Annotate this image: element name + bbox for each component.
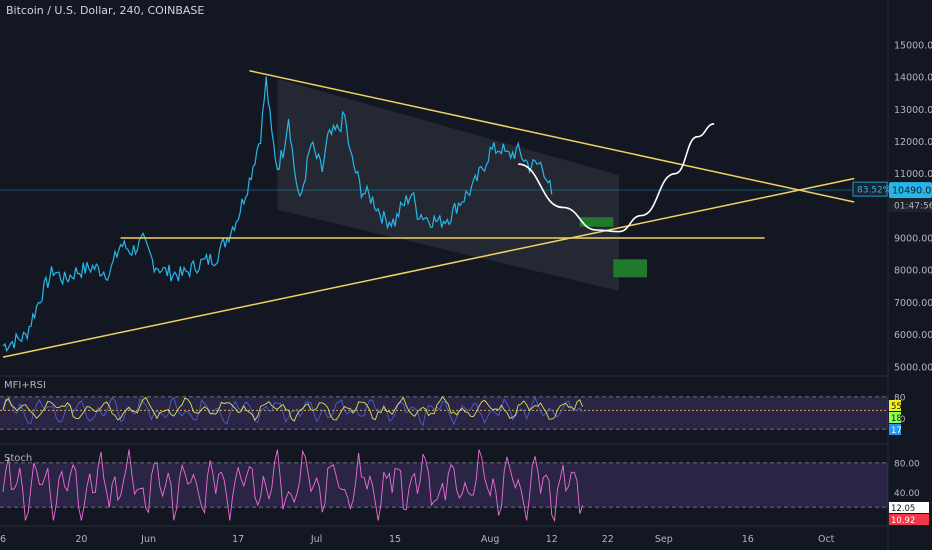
indicator-value: 18 [891, 414, 902, 424]
price-tick-label: 13000.00 [894, 105, 932, 116]
target-zone-1 [579, 217, 614, 227]
time-tick-label: 12 [546, 534, 558, 545]
time-tick-label: 16 [742, 534, 754, 545]
indicator-value-tag [889, 412, 901, 423]
time-tick-label: 22 [602, 534, 614, 545]
indicator-value-tag [889, 400, 901, 411]
descending-channel-shade [277, 78, 619, 291]
time-tick-label: Jul [310, 534, 322, 545]
indicator-value: 10.92 [891, 516, 915, 526]
countdown-value: 01:47:56 [894, 202, 932, 212]
indicator-band-2 [0, 462, 888, 508]
time-tick-label: 17 [232, 534, 244, 545]
percent-tag [852, 181, 888, 197]
stoch-label: Stoch [4, 453, 33, 464]
projection-path [518, 123, 715, 233]
price-series-line [2, 76, 553, 353]
indicator-tick-label: 80 [894, 393, 906, 403]
target-zone-2 [613, 259, 647, 278]
price-tick-label: 8000.00 [894, 266, 932, 277]
mfi-line [2, 396, 583, 427]
countdown-tag [889, 198, 932, 213]
time-tick-label: 20 [75, 534, 87, 545]
price-tick-label: 7000.00 [894, 298, 932, 309]
indicator-value: 12.05 [891, 504, 915, 514]
indicator-value: 17 [891, 426, 902, 436]
descending-resistance-line [249, 69, 855, 203]
indicator-value-tag [889, 514, 929, 525]
price-tick-label: 14000.00 [894, 73, 932, 84]
indicator-tick-label: 40.00 [894, 489, 920, 499]
last-price-value: 10490.00 [892, 186, 932, 197]
price-tick-label: 9000.00 [894, 234, 932, 245]
time-tick-label: Aug [481, 534, 500, 545]
chart-title: Bitcoin / U.S. Dollar, 240, COINBASE [6, 4, 205, 17]
last-price-tag [889, 182, 932, 199]
indicator-value-tag [889, 502, 929, 513]
time-tick-label: 15 [389, 534, 401, 545]
time-tick-label: 6 [0, 534, 6, 545]
price-tick-label: 12000.00 [894, 137, 932, 148]
indicator-value-tag [889, 424, 901, 435]
indicator-tick-label: 80.00 [894, 459, 920, 469]
rsi-line [2, 396, 584, 422]
stoch-line [2, 449, 584, 523]
mfi-rsi-label: MFI+RSI [4, 380, 46, 391]
time-tick-label: Oct [818, 534, 835, 545]
time-tick-label: Jun [140, 534, 156, 545]
price-tick-label: 5000.00 [894, 362, 932, 373]
time-tick-label: Sep [655, 534, 673, 545]
price-tick-label: 6000.00 [894, 330, 932, 341]
indicator-value: 55 [891, 402, 902, 412]
percent-value: 83.52% [857, 186, 892, 196]
price-tick-label: 11000.00 [894, 169, 932, 180]
price-tick-label: 15000.00 [894, 40, 932, 51]
ascending-support-line [2, 177, 855, 358]
